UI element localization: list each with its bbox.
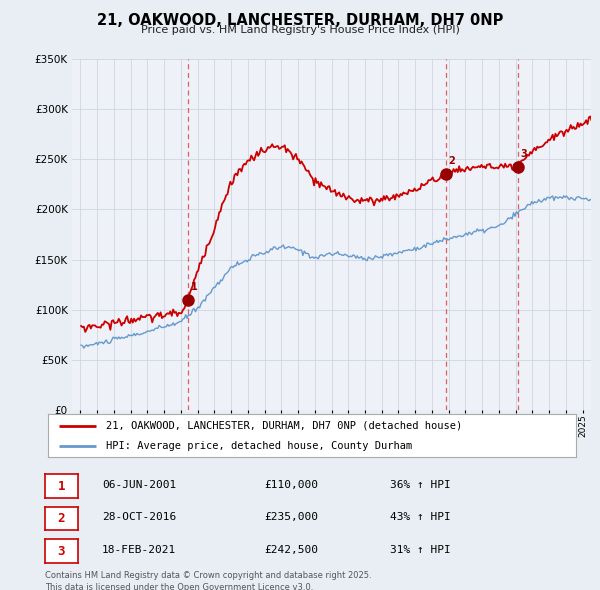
Text: Contains HM Land Registry data © Crown copyright and database right 2025.
This d: Contains HM Land Registry data © Crown c… (45, 571, 371, 590)
Text: £110,000: £110,000 (264, 480, 318, 490)
Text: 06-JUN-2001: 06-JUN-2001 (102, 480, 176, 490)
Text: £242,500: £242,500 (264, 545, 318, 555)
Text: 36% ↑ HPI: 36% ↑ HPI (390, 480, 451, 490)
Text: 28-OCT-2016: 28-OCT-2016 (102, 513, 176, 522)
Text: 21, OAKWOOD, LANCHESTER, DURHAM, DH7 0NP: 21, OAKWOOD, LANCHESTER, DURHAM, DH7 0NP (97, 13, 503, 28)
Text: 2: 2 (58, 512, 65, 525)
Text: £235,000: £235,000 (264, 513, 318, 522)
Text: Price paid vs. HM Land Registry's House Price Index (HPI): Price paid vs. HM Land Registry's House … (140, 25, 460, 35)
Text: 31% ↑ HPI: 31% ↑ HPI (390, 545, 451, 555)
Text: 2: 2 (448, 156, 455, 166)
Text: 1: 1 (58, 480, 65, 493)
Text: 3: 3 (58, 545, 65, 558)
Text: 43% ↑ HPI: 43% ↑ HPI (390, 513, 451, 522)
Text: 21, OAKWOOD, LANCHESTER, DURHAM, DH7 0NP (detached house): 21, OAKWOOD, LANCHESTER, DURHAM, DH7 0NP… (106, 421, 463, 431)
Text: 3: 3 (520, 149, 527, 159)
Text: 1: 1 (191, 281, 197, 291)
Text: 18-FEB-2021: 18-FEB-2021 (102, 545, 176, 555)
Text: HPI: Average price, detached house, County Durham: HPI: Average price, detached house, Coun… (106, 441, 412, 451)
